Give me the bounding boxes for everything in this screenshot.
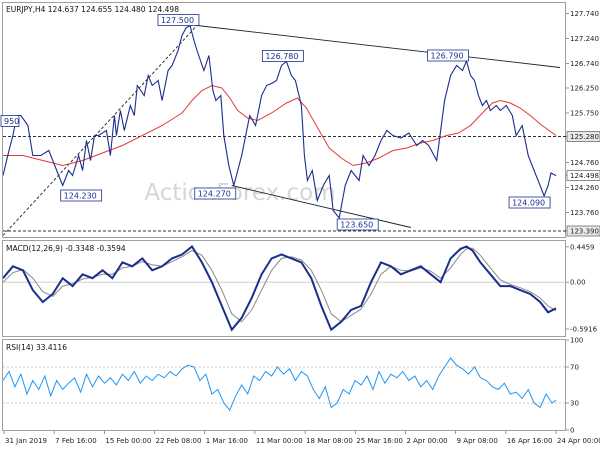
rsi-layer: [3, 357, 566, 412]
y-tick-highlight: [566, 225, 600, 237]
price-callout-box: [157, 14, 200, 26]
x-tick-label: 18 Mar 08:00: [306, 437, 353, 445]
trend-line: [231, 185, 411, 228]
price-callout: 127.500: [157, 14, 200, 26]
y-tick-label: 124.260: [570, 184, 599, 192]
trend-line: [3, 25, 198, 236]
price-callout-box: [261, 50, 304, 62]
price-callout-box: [508, 196, 551, 209]
y-tick-label: 124.498: [570, 172, 599, 180]
price-callout-label: 124.230: [64, 192, 97, 201]
y-tick-label: 0: [570, 427, 574, 435]
trend-line: [196, 25, 561, 68]
x-tick-label: 22 Feb 08:00: [156, 437, 202, 445]
price-callout-box: [60, 189, 103, 202]
rsi-panel-frame: [2, 339, 566, 431]
price-line: [3, 24, 557, 220]
y-tick-label: 126.740: [570, 60, 599, 68]
x-tick-label: 11 Mar 00:00: [256, 437, 303, 445]
price-layer: [3, 24, 566, 236]
y-tick-label: 0.00: [570, 279, 586, 287]
watermark: ActionForex.com: [144, 180, 335, 206]
price-callout-label: 123.650: [340, 221, 373, 230]
moving-average-line: [3, 84, 557, 167]
y-tick-label: 127.740: [570, 10, 599, 18]
price-callout-box: [427, 49, 469, 62]
y-tick-label: -0.5916: [570, 326, 598, 334]
price-callout: 126.780: [261, 50, 304, 62]
x-tick-label: 2 Apr 00:00: [406, 437, 447, 445]
macd-panel-frame: [2, 240, 566, 337]
y-tick-label: 125.280: [570, 133, 599, 141]
x-tick-label: 24 Apr 00:00: [557, 437, 600, 445]
price-callout-label: 126.780: [265, 52, 298, 61]
macd-line: [3, 245, 557, 332]
price-callout-box: [194, 187, 237, 200]
y-tick-label: 70: [570, 364, 579, 372]
x-tick-label: 25 Mar 16:00: [356, 437, 403, 445]
price-callout-label: 124.270: [198, 190, 231, 199]
price-callout: 126.790: [427, 49, 469, 62]
price-callout: 123.650: [336, 218, 379, 231]
y-tick-label: 123.390: [570, 228, 599, 236]
x-tick-label: 16 Apr 16:00: [507, 437, 553, 445]
price-callout-label: 950: [4, 117, 19, 126]
macd-title: MACD(12,26,9) -0.3348 -0.3594: [6, 244, 126, 253]
x-tick-label: 9 Apr 08:00: [457, 437, 498, 445]
y-tick-label: 30: [570, 400, 579, 408]
x-tick-label: 15 Feb 00:00: [105, 437, 151, 445]
x-tick-label: 1 Mar 16:00: [206, 437, 248, 445]
price-callout: 950: [0, 115, 20, 127]
axis-layer: 127.740 127.240 126.740 126.250 125.750 125.2…: [3, 10, 600, 445]
price-callout-label: 126.790: [431, 52, 464, 61]
y-tick-label: 124.760: [570, 159, 599, 167]
macd-signal-line: [3, 247, 557, 323]
y-tick-label: 126.250: [570, 85, 599, 93]
macd-layer: [3, 245, 566, 332]
y-tick-label: 127.240: [570, 35, 599, 43]
y-tick-label: 0.4459: [570, 243, 595, 251]
price-callout-label: 124.090: [512, 199, 545, 208]
price-callout-label: 127.500: [161, 16, 194, 25]
symbol-header: EURJPY,H4 124.637 124.655 124.480 124.49…: [6, 5, 179, 14]
price-callout-box: [0, 115, 20, 127]
x-tick-label: 31 Jan 2019: [5, 437, 47, 445]
y-tick-label: 125.750: [570, 110, 599, 118]
rsi-title: RSI(14) 33.4116: [6, 343, 67, 352]
y-tick-label: 123.760: [570, 209, 599, 217]
y-tick-highlight: [566, 170, 600, 181]
y-tick-highlight: [566, 131, 600, 142]
price-callout: 124.230: [60, 189, 103, 202]
price-callout-box: [336, 218, 379, 231]
price-callout: 124.090: [508, 196, 551, 209]
x-tick-label: 7 Feb 16:00: [55, 437, 96, 445]
price-callout: 124.270: [194, 187, 237, 200]
rsi-line: [3, 357, 557, 412]
y-tick-label: 100: [570, 337, 583, 345]
